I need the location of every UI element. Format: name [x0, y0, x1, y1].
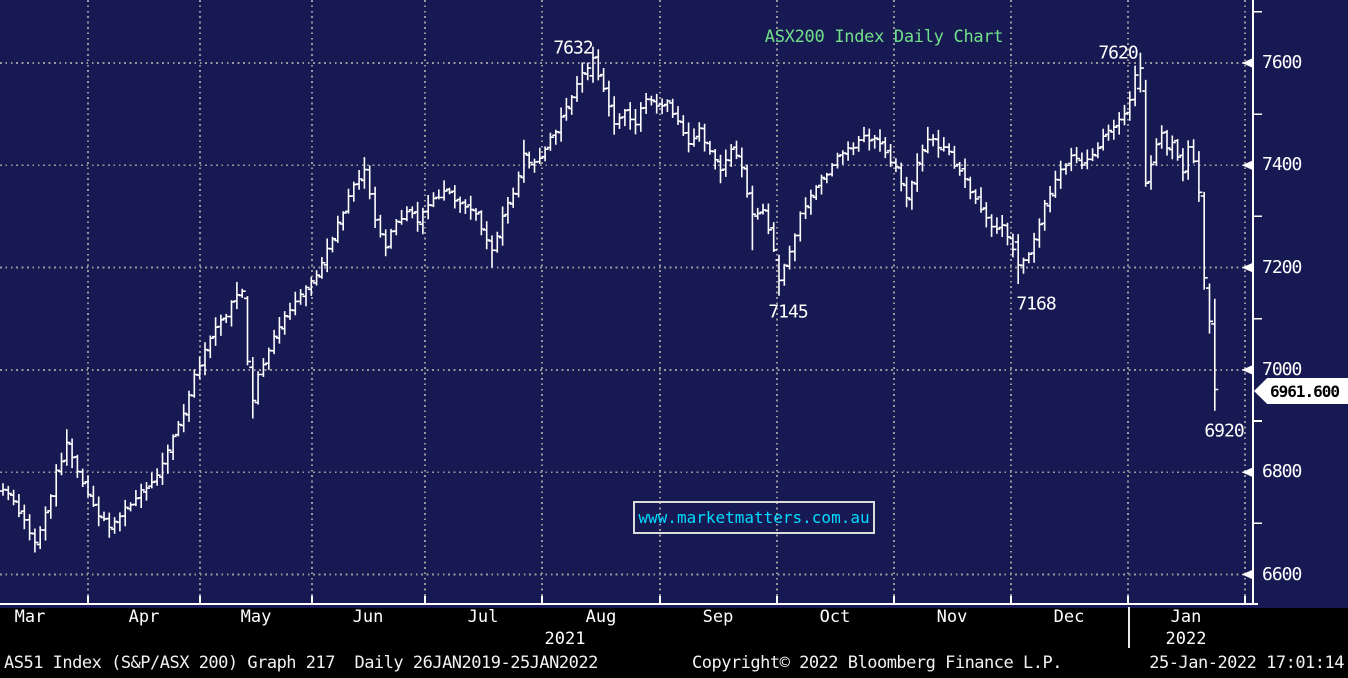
- x-axis-month-label: Nov: [936, 607, 968, 627]
- y-axis-tick-label: 7400: [1262, 154, 1302, 176]
- chart-title: ASX200 Index Daily Chart: [764, 27, 1004, 47]
- y-axis-tick-label: 6800: [1262, 461, 1302, 483]
- price-chart-canvas: [0, 0, 1262, 605]
- x-axis-month-label: May: [240, 607, 272, 627]
- y-axis-tick-label: 7600: [1262, 52, 1302, 73]
- last-price-value: 6961.600: [1270, 381, 1340, 401]
- price-annotation: 7145: [768, 301, 808, 323]
- status-copyright: Copyright© 2022 Bloomberg Finance L.P.: [692, 653, 1062, 673]
- status-timestamp: 25-Jan-2022 17:01:14: [1149, 653, 1344, 673]
- x-axis-month-label: Jul: [467, 607, 499, 627]
- price-annotation: 7620: [1098, 42, 1138, 64]
- x-axis-year-label: 2022: [1165, 629, 1207, 649]
- price-annotation: 7168: [1016, 293, 1056, 315]
- x-axis-month-label: Jan: [1170, 607, 1202, 627]
- y-axis-tick-label: 7000: [1262, 358, 1302, 380]
- x-axis-month-label: Apr: [128, 607, 160, 627]
- x-axis-year-label: 2021: [544, 629, 586, 649]
- last-price-tag: 6961.600: [1254, 378, 1348, 404]
- x-axis-month-label: Sep: [702, 607, 734, 627]
- website-link[interactable]: www.marketmatters.com.au: [633, 501, 875, 534]
- status-security-info: AS51 Index (S&P/ASX 200) Graph 217 Daily…: [4, 653, 598, 673]
- price-annotation: 6920: [1204, 420, 1244, 442]
- y-axis-tick-label: 7200: [1262, 256, 1302, 278]
- price-annotation: 7632: [553, 37, 593, 59]
- x-axis-month-label: Mar: [14, 607, 46, 627]
- plot-background: [0, 0, 1348, 608]
- x-axis-month-label: Dec: [1053, 607, 1085, 627]
- x-axis-month-label: Aug: [585, 607, 617, 627]
- x-axis-month-label: Jun: [352, 607, 384, 627]
- x-axis-month-label: Oct: [819, 607, 851, 627]
- status-bar: AS51 Index (S&P/ASX 200) Graph 217 Daily…: [0, 648, 1348, 678]
- website-link-label: www.marketmatters.com.au: [638, 508, 870, 527]
- y-axis-tick-label: 6600: [1262, 563, 1302, 585]
- year-separator-line: [1128, 607, 1130, 649]
